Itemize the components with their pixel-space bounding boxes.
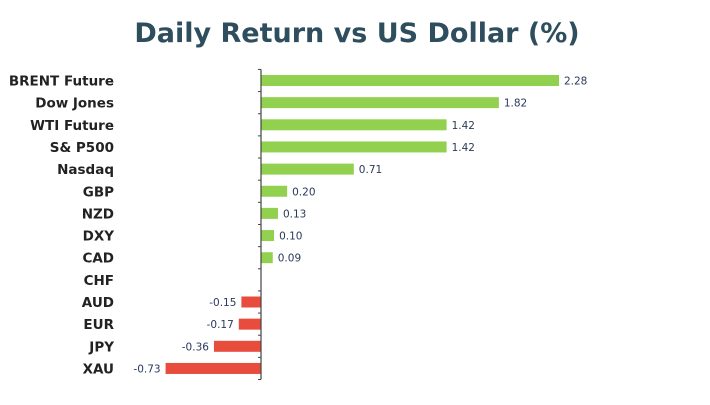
category-label-jpy: JPY: [88, 339, 114, 355]
category-label-brent-future: BRENT Future: [9, 74, 114, 90]
value-label-nzd: 0.13: [283, 208, 306, 220]
value-label-dow-jones: 1.82: [504, 98, 527, 110]
category-label-aud: AUD: [82, 295, 114, 311]
bar-brent-future: [261, 75, 559, 86]
bars-group: [165, 75, 559, 374]
category-label-nasdaq: Nasdaq: [57, 162, 114, 178]
bar-xau: [165, 362, 261, 374]
bar-jpy: [213, 340, 261, 352]
category-label-nzd: NZD: [82, 206, 114, 222]
category-label-s-p500: S& P500: [50, 140, 114, 156]
bar-dow-jones: [261, 97, 499, 109]
category-label-cad: CAD: [82, 251, 114, 267]
value-label-wti-future: 1.42: [452, 120, 475, 132]
category-label-chf: CHF: [84, 273, 114, 289]
bar-eur: [238, 318, 261, 330]
bar-nzd: [261, 207, 278, 219]
category-label-xau: XAU: [83, 361, 114, 377]
value-label-brent-future: 2.28: [564, 76, 587, 88]
value-label-cad: 0.09: [278, 253, 301, 265]
bar-nasdaq: [261, 163, 354, 175]
value-label-nasdaq: 0.71: [359, 164, 382, 176]
category-labels-group: BRENT Future Dow Jones WTI Future S& P500 Na…: [9, 74, 115, 378]
value-label-dxy: 0.10: [279, 231, 302, 243]
y-axis-group: [258, 68, 262, 381]
chart-title: Daily Return vs US Dollar (%): [134, 18, 579, 49]
value-label-eur: -0.17: [207, 319, 234, 331]
category-label-dow-jones: Dow Jones: [35, 96, 114, 112]
category-label-dxy: DXY: [83, 229, 115, 245]
value-labels-group: 2.28 1.82 1.42 1.42 0.71 0.20 0.13 0.10 0.09 -0.1…: [133, 76, 587, 376]
value-label-gbp: 0.20: [292, 186, 315, 198]
category-label-gbp: GBP: [83, 184, 114, 200]
value-label-xau: -0.73: [133, 363, 160, 375]
value-label-aud: -0.15: [209, 297, 236, 309]
bar-s-p500: [261, 141, 447, 153]
value-label-jpy: -0.36: [182, 341, 209, 353]
bar-gbp: [261, 185, 288, 197]
category-label-eur: EUR: [83, 317, 114, 333]
value-label-s-p500: 1.42: [452, 142, 475, 154]
bar-aud: [241, 296, 261, 308]
bar-cad: [261, 252, 273, 264]
category-label-wti-future: WTI Future: [30, 118, 114, 134]
bar-wti-future: [261, 119, 447, 131]
bar-dxy: [261, 230, 275, 242]
